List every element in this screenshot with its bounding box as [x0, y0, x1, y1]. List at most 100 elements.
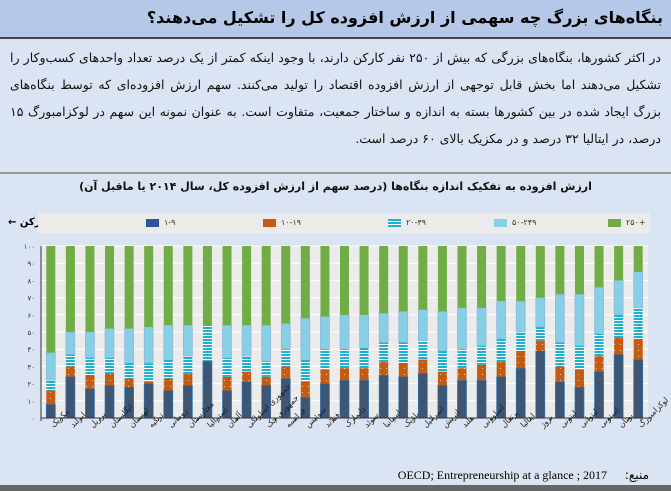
description-paragraph: در اکثر کشورها، بنگاه‌های بزرگی که بیش ا… — [10, 50, 661, 146]
bar-segment — [594, 286, 604, 335]
bar-segment — [477, 246, 487, 308]
bar-segment — [241, 381, 252, 419]
bar-segment — [45, 352, 56, 381]
bar-segment — [143, 326, 154, 364]
bar-segment — [242, 371, 252, 382]
bar-segment — [555, 342, 565, 367]
legend-item-10-19: ۱۰-۱۹ — [263, 218, 301, 227]
legend: ۱-۹ ۱۰-۱۹ ۲۰-۴۹ ۵۰-۲۴۹ ۲۵۰+ — [38, 213, 650, 233]
bar-segment — [261, 324, 272, 362]
bar-segment — [124, 378, 134, 388]
bar-segment — [535, 297, 546, 328]
bar-segment — [261, 361, 271, 377]
bar-segment — [417, 309, 428, 341]
bar-segment — [633, 271, 644, 309]
legend-swatch — [263, 218, 276, 227]
y-tick-label: ۱۰۰ — [24, 243, 35, 251]
bottom-border — [0, 485, 671, 491]
bar-segment — [46, 390, 56, 405]
y-tick-label: ۶۰ — [27, 312, 35, 320]
bar-segment — [183, 356, 193, 374]
bar-segment — [535, 326, 545, 341]
page-title: بنگاه‌های بزرگ چه سهمی از ارزش افزوده کل… — [146, 8, 663, 27]
bar-segment — [261, 246, 271, 326]
bar-segment — [242, 246, 252, 326]
bar-segment — [398, 311, 409, 343]
legend-swatch — [146, 218, 159, 227]
bar-segment — [104, 328, 115, 359]
bar-segment — [535, 246, 545, 298]
y-tick-label: ۹۰ — [27, 260, 35, 268]
bar-segment — [340, 246, 349, 315]
bar-segment — [378, 374, 389, 419]
legend-label: ۱۰-۱۹ — [281, 218, 302, 227]
legend-item-50-249: ۵۰-۲۴۹ — [494, 218, 536, 227]
bar-segment — [280, 323, 291, 350]
bar-segment — [222, 324, 232, 359]
bar-segment — [418, 246, 428, 310]
bar-segment — [515, 367, 526, 419]
bar-segment — [320, 316, 330, 350]
bar-segment — [574, 246, 584, 295]
bar-segment — [614, 337, 624, 355]
legend-label: ۱-۹ — [164, 218, 176, 227]
bar-segment — [45, 403, 56, 419]
bar-segment — [417, 372, 428, 419]
bar-segment — [398, 362, 408, 377]
bar-segment — [261, 376, 271, 386]
arrow-left-icon: ← — [8, 217, 17, 228]
bar-segment — [437, 371, 447, 386]
bar-segment — [378, 312, 389, 343]
bar-segment — [85, 357, 95, 375]
bar-segment — [104, 384, 115, 419]
bar-segment — [633, 359, 644, 419]
bar-segment — [633, 307, 643, 339]
bar-segment — [555, 366, 565, 382]
bar-segment — [555, 293, 565, 343]
bar-segment — [300, 359, 310, 382]
bar-segment — [65, 354, 75, 367]
legend-label: ۵۰-۲۴۹ — [512, 218, 537, 227]
bar-segment — [339, 379, 350, 419]
bar-segment — [124, 246, 134, 329]
bar-segment — [476, 379, 487, 419]
legend-label: ۲۵۰+ — [626, 218, 646, 227]
bar-segment — [359, 314, 369, 348]
legend-swatch — [494, 218, 507, 227]
bar-segment — [222, 357, 232, 377]
bar-segment — [105, 373, 115, 386]
bar-segment — [613, 280, 624, 316]
bar-segment — [398, 246, 408, 312]
bar-segment — [46, 246, 56, 353]
bar-segment — [379, 342, 389, 362]
legend-swatch — [388, 218, 401, 227]
bar-segment — [594, 246, 604, 288]
bar-segment — [241, 324, 252, 357]
bar-segment — [555, 381, 565, 419]
bar-segment — [477, 345, 487, 365]
bar-segment — [359, 368, 369, 381]
bar-segment — [359, 246, 369, 315]
bar-segment — [535, 350, 546, 419]
bar-segment — [437, 311, 448, 352]
bar-segment — [614, 246, 624, 281]
bar-segment — [144, 246, 154, 327]
y-tick-label: ۳۰ — [27, 363, 35, 371]
bar-segment — [222, 246, 232, 326]
bar-segment — [515, 300, 526, 333]
bar-segment — [340, 349, 349, 369]
bar-segment — [594, 333, 604, 357]
bar-segment — [183, 373, 193, 386]
bar-segment — [457, 307, 467, 350]
bar-segment — [340, 368, 349, 381]
bar-segment — [300, 317, 311, 360]
bar-segment — [65, 246, 75, 332]
bar-segment — [281, 366, 291, 379]
source: منبع: OECD; Entrepreneurship at a glance… — [398, 468, 649, 483]
bar-segment — [614, 314, 624, 338]
bar-segment — [516, 350, 526, 369]
bar-segment — [183, 246, 193, 326]
bar-segment — [242, 356, 252, 372]
bar-segment — [476, 307, 487, 347]
legend-swatch — [608, 218, 621, 227]
